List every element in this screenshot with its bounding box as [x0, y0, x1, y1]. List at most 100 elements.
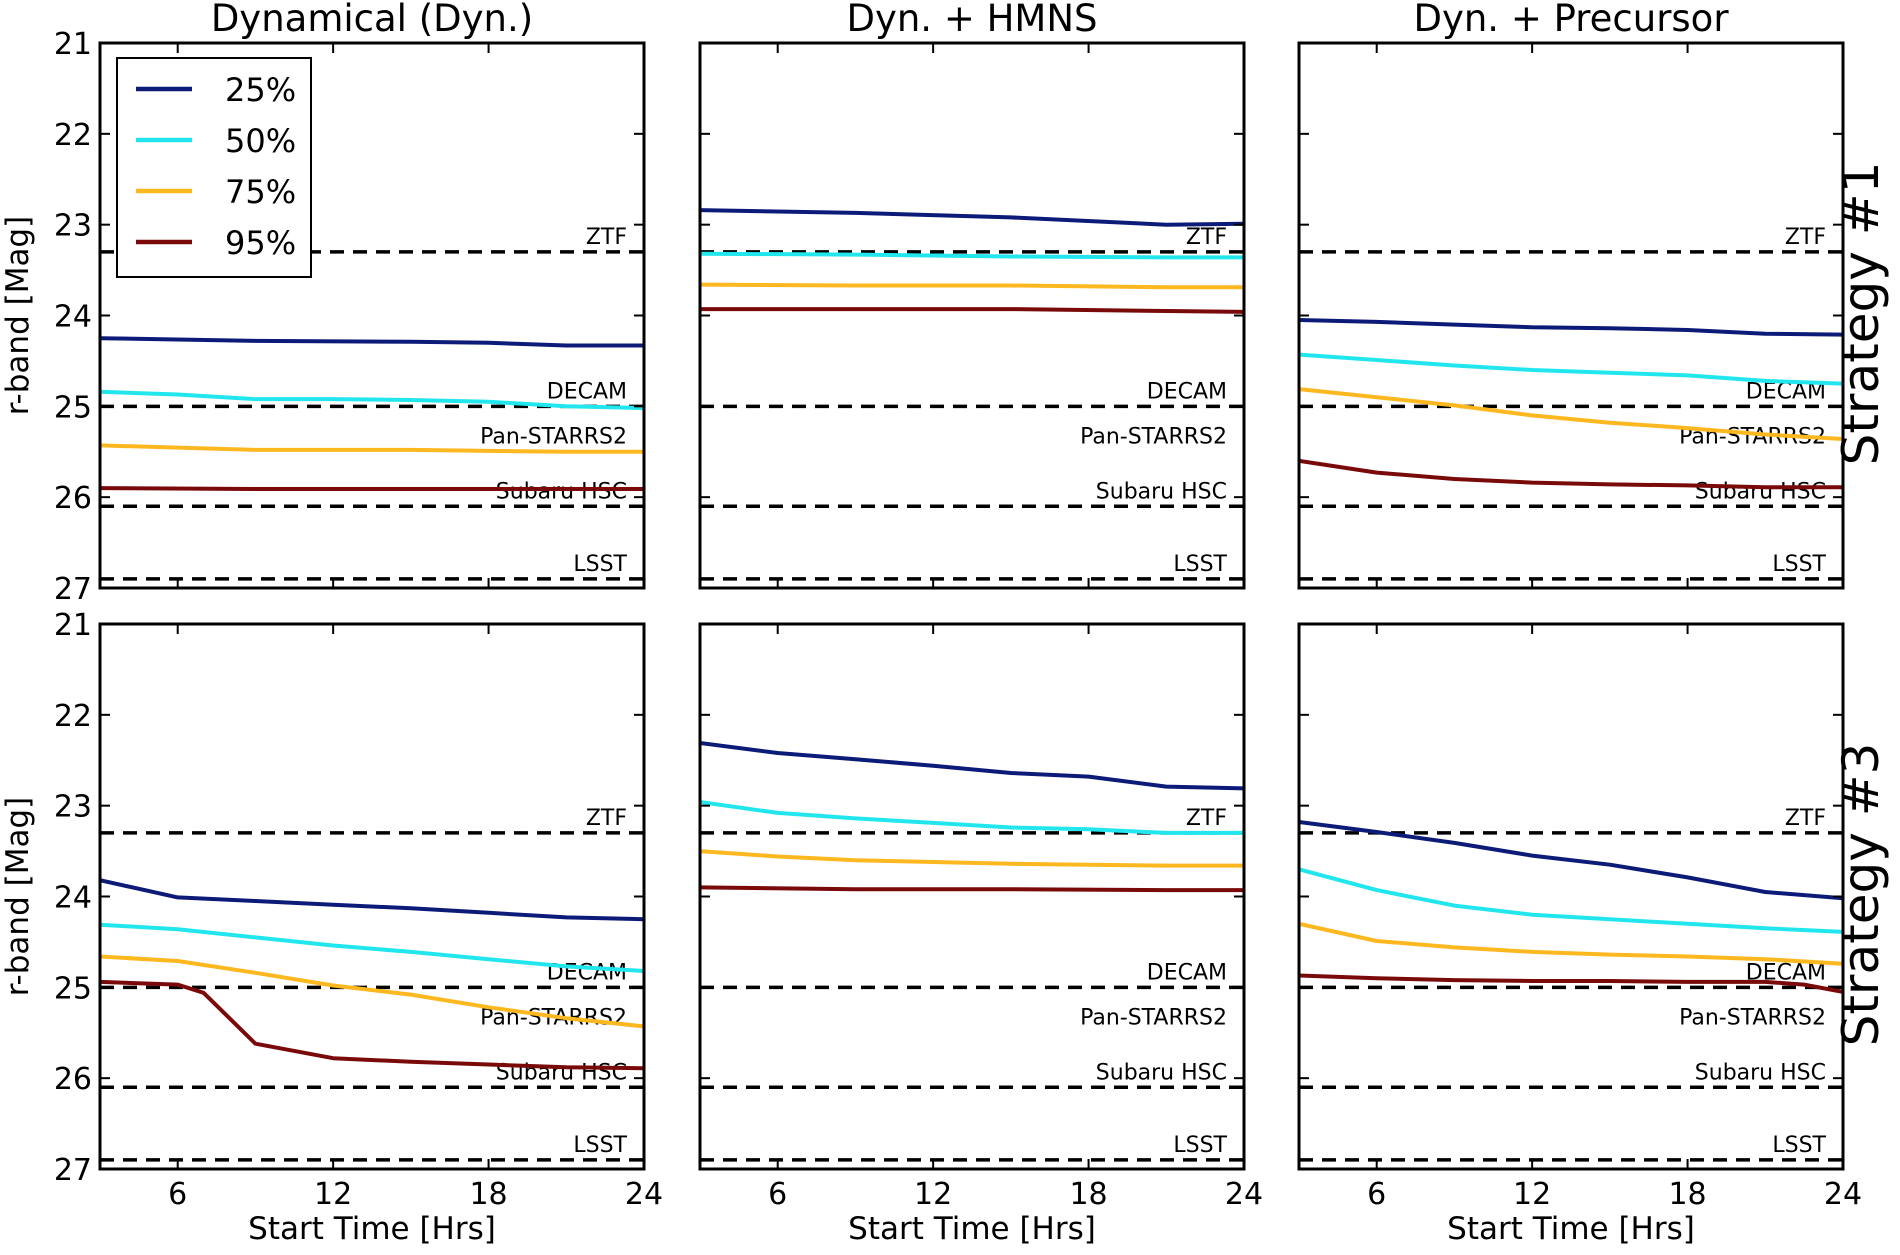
series-line-75: [700, 849, 1244, 868]
panel-r0-c1: ZTF DECAM Pan-STARRS2 Subaru HSC LSST: [698, 41, 1246, 590]
series-group: [700, 741, 1244, 893]
x-tick-label: 24: [625, 1177, 663, 1212]
x-tick-label: 6: [1367, 1177, 1386, 1212]
series-line-25: [700, 208, 1244, 227]
survey-label-ztf: ZTF: [1785, 806, 1826, 831]
x-tick-label: 18: [469, 1177, 507, 1212]
y-tick-label: 22: [54, 699, 92, 734]
survey-label-decam: DECAM: [1147, 379, 1227, 404]
y-tick-label: 24: [54, 881, 92, 916]
column-title-0: Dynamical (Dyn.): [211, 0, 533, 40]
survey-label-lsst: LSST: [1772, 1133, 1826, 1158]
series-line-50: [100, 922, 644, 973]
series-line-95: [1299, 458, 1843, 490]
series-line-75: [100, 954, 644, 1029]
column-title-2: Dyn. + Precursor: [1413, 0, 1729, 40]
row-label-1: Strategy #3: [1832, 743, 1890, 1047]
survey-label-decam: DECAM: [1147, 960, 1227, 985]
survey-label-subaru-hsc: Subaru HSC: [1096, 479, 1227, 504]
y-tick-label: 24: [54, 300, 92, 335]
survey-label-pan-starrs2: Pan-STARRS2: [1080, 1005, 1227, 1030]
panel-r0-c0: ZTF DECAM Pan-STARRS2 Subaru HSC LSST 21 22 23 2…: [0, 27, 646, 607]
x-tick-label: 12: [914, 1177, 952, 1212]
y-tick-label: 26: [54, 481, 92, 516]
legend-label-95: 95%: [225, 224, 296, 262]
x-tick-label: 6: [768, 1177, 787, 1212]
survey-label-subaru-hsc: Subaru HSC: [1096, 1060, 1227, 1085]
series-line-75: [100, 443, 644, 454]
series-line-25: [700, 741, 1244, 791]
y-tick-label: 27: [54, 572, 92, 607]
x-tick-label: 12: [1513, 1177, 1551, 1212]
series-group: [100, 336, 644, 491]
survey-label-lsst: LSST: [1173, 1133, 1227, 1158]
y-tick-label: 23: [54, 209, 92, 244]
x-axis-label: Start Time [Hrs]: [848, 1211, 1096, 1247]
survey-label-pan-starrs2: Pan-STARRS2: [480, 424, 627, 449]
y-tick-label: 25: [54, 390, 92, 425]
x-axis-label: Start Time [Hrs]: [248, 1211, 496, 1247]
y-tick-label: 21: [54, 608, 92, 643]
series-group: [100, 878, 644, 1071]
survey-label-ztf: ZTF: [586, 806, 627, 831]
legend-label-50: 50%: [225, 122, 296, 160]
series-group: [700, 208, 1244, 314]
y-tick-label: 26: [54, 1062, 92, 1097]
y-axis-label: r-band [Mag]: [0, 797, 36, 996]
series-line-95: [700, 307, 1244, 314]
x-tick-label: 24: [1824, 1177, 1862, 1212]
survey-label-pan-starrs2: Pan-STARRS2: [1679, 1005, 1826, 1030]
survey-label-lsst: LSST: [1173, 552, 1227, 577]
series-line-25: [1299, 820, 1843, 901]
series-line-95: [100, 486, 644, 491]
series-line-25: [100, 878, 644, 922]
legend-label-75: 75%: [225, 173, 296, 211]
survey-label-lsst: LSST: [573, 552, 627, 577]
survey-label-lsst: LSST: [1772, 552, 1826, 577]
series-line-50: [700, 800, 1244, 835]
series-line-95: [100, 979, 644, 1071]
survey-label-pan-starrs2: Pan-STARRS2: [1080, 424, 1227, 449]
y-axis-label: r-band [Mag]: [0, 216, 36, 415]
legend: 25% 50% 75% 95%: [116, 57, 312, 278]
y-tick-label: 22: [54, 118, 92, 153]
y-tick-label: 25: [54, 971, 92, 1006]
survey-label-subaru-hsc: Subaru HSC: [496, 479, 627, 504]
series-group: [1299, 820, 1843, 994]
survey-label-ztf: ZTF: [1785, 225, 1826, 250]
row-label-0: Strategy #1: [1832, 162, 1890, 466]
x-tick-label: 18: [1668, 1177, 1706, 1212]
series-line-50: [1299, 352, 1843, 386]
x-tick-label: 6: [168, 1177, 187, 1212]
series-line-95: [1299, 973, 1843, 994]
series-line-75: [1299, 387, 1843, 441]
x-tick-label: 24: [1225, 1177, 1263, 1212]
survey-label-subaru-hsc: Subaru HSC: [1695, 479, 1826, 504]
panel-r1-c1: ZTF DECAM Pan-STARRS2 Subaru HSC LSST 6 12 18 24…: [698, 622, 1263, 1247]
y-tick-label: 23: [54, 790, 92, 825]
x-tick-label: 18: [1069, 1177, 1107, 1212]
y-tick-label: 27: [54, 1153, 92, 1188]
series-line-25: [100, 336, 644, 348]
series-group: [1299, 318, 1843, 490]
survey-label-ztf: ZTF: [1186, 806, 1227, 831]
legend-label-25: 25%: [225, 71, 296, 109]
x-tick-label: 12: [314, 1177, 352, 1212]
survey-label-ztf: ZTF: [586, 225, 627, 250]
series-line-25: [1299, 318, 1843, 337]
column-title-1: Dyn. + HMNS: [846, 0, 1097, 40]
series-line-50: [100, 389, 644, 411]
survey-label-decam: DECAM: [547, 379, 627, 404]
series-line-95: [700, 885, 1244, 893]
y-tick-label: 21: [54, 27, 92, 62]
survey-label-ztf: ZTF: [1186, 225, 1227, 250]
series-line-50: [1299, 867, 1843, 934]
survey-label-subaru-hsc: Subaru HSC: [1695, 1060, 1826, 1085]
series-line-75: [1299, 921, 1843, 966]
series-line-50: [700, 251, 1244, 260]
series-line-75: [700, 282, 1244, 290]
